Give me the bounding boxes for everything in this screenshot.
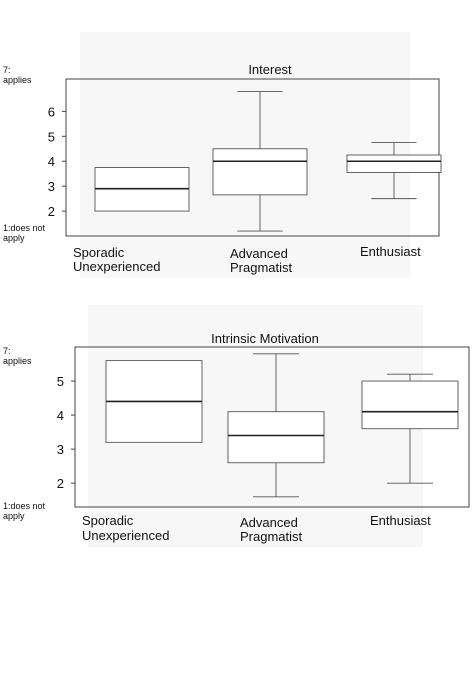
y-tick-label: 3 xyxy=(48,179,55,194)
y-tick-label: 6 xyxy=(48,104,55,119)
box-plot-1 xyxy=(94,167,190,212)
side-labels: 7: applies 1:does not apply xyxy=(3,346,46,521)
y-tick-label: 2 xyxy=(48,204,55,219)
box-plot-3 xyxy=(346,142,442,200)
side-label-top-line1: 7: xyxy=(3,346,11,356)
y-tick-label: 5 xyxy=(57,374,64,389)
iqr-box xyxy=(346,154,442,173)
y-tick-label: 4 xyxy=(57,408,64,423)
y-tick-label: 4 xyxy=(48,154,55,169)
side-label-top-line1: 7: xyxy=(3,65,11,75)
side-label-bottom-line1: 1:does not xyxy=(3,501,46,511)
side-labels: 7: applies 1:does not apply xyxy=(3,65,46,243)
box-plot-2 xyxy=(227,353,325,498)
side-label-bottom-line1: 1:does not xyxy=(3,223,46,233)
category-label: Pragmatist xyxy=(230,260,293,275)
category-label: Advanced xyxy=(230,246,288,261)
category-label: Unexperienced xyxy=(82,528,169,543)
category-label: Sporadic xyxy=(82,513,134,528)
x-axis-categories: Sporadic Unexperienced Advanced Pragmati… xyxy=(82,513,431,544)
category-label: Enthusiast xyxy=(370,513,431,528)
category-label: Unexperienced xyxy=(73,259,160,274)
chart-interest: Interest 2 3 4 5 6 7: applies 1:does not app… xyxy=(3,32,442,278)
chart-intrinsic-motivation: Intrinsic Motivation 2 3 4 5 7: applies 1:d… xyxy=(3,305,470,547)
box-plot-2 xyxy=(212,91,308,232)
category-label: Pragmatist xyxy=(240,529,303,544)
category-label: Sporadic xyxy=(73,245,125,260)
y-axis-ticks: 2 3 4 5 6 xyxy=(48,104,66,219)
side-label-bottom-line2: apply xyxy=(3,233,25,243)
plot-frame xyxy=(74,346,470,508)
category-label: Advanced xyxy=(240,515,298,530)
y-tick-label: 2 xyxy=(57,476,64,491)
y-tick-label: 3 xyxy=(57,442,64,457)
iqr-box xyxy=(227,411,325,464)
side-label-top-line2: applies xyxy=(3,356,32,366)
box-plots xyxy=(94,91,442,232)
x-axis-categories: Sporadic Unexperienced Advanced Pragmati… xyxy=(73,244,421,275)
y-axis-ticks: 2 3 4 5 xyxy=(57,374,75,491)
iqr-box xyxy=(212,148,308,196)
y-tick-label: 5 xyxy=(48,129,55,144)
box-plot-1 xyxy=(105,360,203,443)
side-label-bottom-line2: apply xyxy=(3,511,25,521)
box-plot-3 xyxy=(361,373,459,484)
side-label-top-line2: applies xyxy=(3,75,32,85)
chart-title: Interest xyxy=(248,62,292,77)
category-label: Enthusiast xyxy=(360,244,421,259)
iqr-box xyxy=(361,380,459,430)
chart-title: Intrinsic Motivation xyxy=(211,331,319,346)
box-plots xyxy=(105,353,459,498)
